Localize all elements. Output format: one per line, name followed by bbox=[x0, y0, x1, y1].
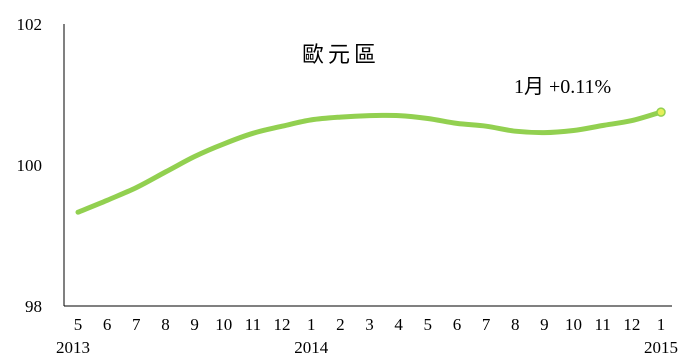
x-tick-label: 6 bbox=[453, 315, 462, 334]
y-tick-labels: 98 100 102 bbox=[17, 15, 43, 316]
x-tick-label: 3 bbox=[365, 315, 374, 334]
latest-value-annotation: 1月 +0.11% bbox=[514, 76, 611, 98]
x-tick-label: 2 bbox=[336, 315, 345, 334]
year-label: 2014 bbox=[294, 338, 329, 357]
x-tick-label: 9 bbox=[540, 315, 549, 334]
x-tick-label: 6 bbox=[103, 315, 112, 334]
x-tick-label: 8 bbox=[161, 315, 170, 334]
latest-point-marker bbox=[656, 107, 666, 117]
x-tick-label: 12 bbox=[274, 315, 291, 334]
chart-axes bbox=[63, 24, 672, 307]
y-tick-label: 102 bbox=[17, 15, 43, 34]
x-tick-labels: 5 6 7 8 9 10 11 12 1 2 3 4 5 6 7 8 9 10 11 12 1 bbox=[74, 315, 666, 334]
x-tick-label: 11 bbox=[595, 315, 611, 334]
x-tick-label: 1 bbox=[307, 315, 316, 334]
x-tick-label: 5 bbox=[424, 315, 433, 334]
chart-title: 歐元區 bbox=[302, 43, 380, 68]
x-tick-label: 7 bbox=[132, 315, 141, 334]
x-tick-label: 10 bbox=[215, 315, 232, 334]
series-line bbox=[75, 109, 664, 215]
x-tick-label: 4 bbox=[394, 315, 403, 334]
series-group bbox=[75, 107, 666, 215]
x-tick-label: 8 bbox=[511, 315, 520, 334]
y-tick-label: 98 bbox=[25, 297, 42, 316]
x-tick-label: 12 bbox=[623, 315, 640, 334]
x-tick-label: 11 bbox=[245, 315, 261, 334]
year-label: 2015 bbox=[644, 338, 678, 357]
year-label: 2013 bbox=[56, 338, 90, 357]
x-tick-label: 5 bbox=[74, 315, 83, 334]
x-tick-label: 10 bbox=[565, 315, 582, 334]
x-tick-label: 9 bbox=[190, 315, 199, 334]
x-tick-label: 1 bbox=[657, 315, 666, 334]
y-tick-label: 100 bbox=[17, 156, 43, 175]
year-labels: 2013 2014 2015 bbox=[56, 338, 678, 357]
x-tick-label: 7 bbox=[482, 315, 491, 334]
